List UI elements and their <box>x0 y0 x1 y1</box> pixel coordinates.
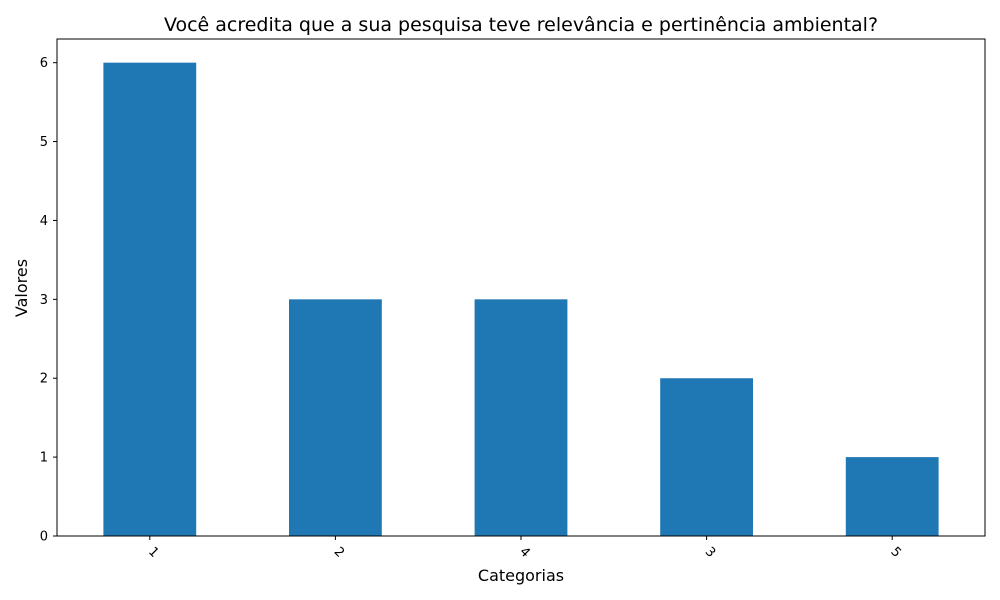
y-tick-label: 0 <box>40 530 48 545</box>
bars-layer <box>103 62 939 537</box>
y-tick-label: 4 <box>40 214 48 229</box>
x-tick-label: 4 <box>516 544 532 560</box>
x-tick-label: 1 <box>145 544 161 560</box>
bar-2 <box>289 299 382 536</box>
x-tick-label: 3 <box>702 544 718 560</box>
y-tick-label: 2 <box>40 372 48 387</box>
y-axis: 0 1 2 3 4 5 6 <box>40 56 57 545</box>
bar-1 <box>103 62 197 537</box>
x-tick-label: 2 <box>331 544 347 560</box>
y-tick-label: 5 <box>40 135 48 150</box>
plot-frame <box>56 38 986 537</box>
y-tick-label: 1 <box>40 451 48 466</box>
bar-3 <box>660 378 753 536</box>
y-axis-title: Valores <box>12 259 31 317</box>
y-tick-label: 6 <box>40 56 48 71</box>
bar-4 <box>474 299 568 536</box>
x-axis: 1 2 4 3 5 <box>145 536 904 561</box>
x-axis-title: Categorias <box>478 566 564 585</box>
bar-5 <box>845 457 939 536</box>
chart-title: Você acredita que a sua pesquisa teve re… <box>164 14 878 36</box>
y-tick-label: 3 <box>40 293 48 308</box>
x-tick-label: 5 <box>887 544 903 560</box>
